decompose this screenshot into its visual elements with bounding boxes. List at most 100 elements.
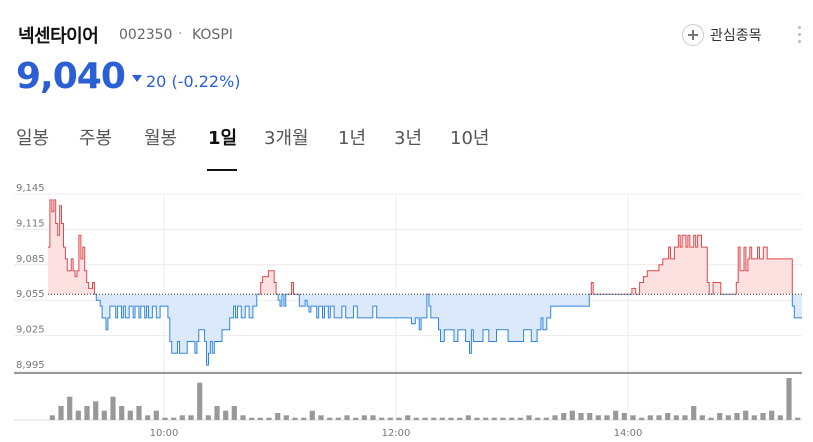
volume-bar [751, 415, 757, 420]
volume-bar [786, 378, 792, 420]
separator-dot: · [178, 26, 183, 42]
tab-3[interactable]: 1일 [208, 128, 238, 149]
volume-bar [405, 415, 411, 420]
price-line-down [93, 294, 802, 366]
volume-bar [101, 410, 107, 420]
volume-bar [500, 417, 506, 420]
y-tick-label: 9,025 [16, 325, 45, 336]
volume-bar [136, 406, 142, 420]
volume-bar [526, 415, 532, 420]
volume-bar [110, 396, 116, 420]
volume-bar [717, 413, 723, 420]
up-area [48, 199, 802, 295]
volume-bar [214, 406, 220, 420]
down-arrow-icon [132, 75, 142, 82]
tab-1[interactable]: 주봉 [79, 128, 113, 149]
volume-bar [483, 417, 489, 420]
volume-bar [309, 410, 315, 420]
stock-header: 넥센타이어 002350 · KOSPI 관심종목 [16, 18, 803, 48]
intraday-chart: 9,145 9,115 9,085 9,055 9,025 8,995 10:00 12:00… [14, 183, 802, 439]
volume-bar [699, 415, 705, 420]
volume-bar [93, 401, 99, 420]
price-change: 20 (-0.22%) [146, 72, 241, 91]
volume-bar [127, 410, 133, 420]
volume-bar [301, 417, 307, 420]
y-tick-label: 9,115 [16, 218, 45, 229]
volume-bar [353, 417, 359, 420]
change-percent: (-0.22%) [171, 72, 241, 91]
tab-2[interactable]: 월봉 [144, 128, 178, 149]
volume-bar [535, 417, 541, 420]
volume-bar [639, 417, 645, 420]
volume-bar [119, 406, 125, 420]
price-line-up [48, 199, 793, 295]
volume-bar [67, 396, 73, 420]
volume-bar [275, 413, 281, 420]
volume-bar [58, 406, 64, 420]
volume-bar [49, 415, 55, 420]
active-tab-indicator [207, 169, 237, 171]
volume-bar [231, 406, 237, 420]
tab-6[interactable]: 3년 [394, 128, 423, 149]
volume-bar [396, 417, 402, 420]
volume-bar [517, 417, 523, 420]
volume-bar [335, 417, 341, 420]
volume-bar [691, 406, 697, 420]
volume-bar [708, 417, 714, 420]
volume-bar [171, 417, 177, 420]
volume-bar [188, 415, 194, 420]
volume-bar [621, 413, 627, 420]
volume-bar [587, 413, 593, 420]
volume-bar [205, 415, 211, 420]
volume-bar [413, 417, 419, 420]
volume-bar [240, 415, 246, 420]
volume-bar [491, 417, 497, 420]
volume-bar [569, 410, 575, 420]
volume-bar [249, 417, 255, 420]
volume-bar [162, 417, 168, 420]
tab-5[interactable]: 1년 [338, 128, 367, 149]
volume-bar [656, 415, 662, 420]
volume-bar [578, 413, 584, 420]
volume-bar [361, 415, 367, 420]
volume-bar [647, 415, 653, 420]
tab-7[interactable]: 10년 [450, 128, 490, 149]
volume-bar [327, 417, 333, 420]
volume-bar [613, 410, 619, 420]
more-options-icon[interactable] [798, 26, 802, 46]
period-tabs: 일봉 주봉 월봉 1일 3개월 1년 3년 10년 [16, 124, 516, 172]
volume-bar [743, 410, 749, 420]
volume-bar [84, 406, 90, 420]
volume-bar [387, 417, 393, 420]
volume-bar [777, 415, 783, 420]
volume-bar [266, 417, 272, 420]
tab-0[interactable]: 일봉 [16, 128, 50, 149]
volume-bar [630, 415, 636, 420]
volume-bar [795, 417, 801, 420]
volume-bar [431, 417, 437, 420]
plus-icon [682, 24, 704, 46]
volume-bar [318, 415, 324, 420]
add-favorite-button[interactable]: 관심종목 [682, 22, 762, 48]
volume-bar [769, 410, 775, 420]
change-amount: 20 [146, 72, 167, 91]
x-tick-label: 14:00 [614, 428, 643, 439]
volume-bar [145, 415, 151, 420]
x-tick-label: 10:00 [150, 428, 179, 439]
volume-bar [344, 415, 350, 420]
volume-bar [682, 415, 688, 420]
volume-bar [474, 417, 480, 420]
market-label: KOSPI [192, 27, 233, 43]
volume-bar [673, 415, 679, 420]
y-tick-label: 9,145 [16, 183, 45, 194]
volume-bar [760, 413, 766, 420]
volume-bar [509, 417, 515, 420]
volume-bar [439, 417, 445, 420]
volume-bar [179, 415, 185, 420]
tab-4[interactable]: 3개월 [264, 128, 309, 149]
volume-bar [665, 413, 671, 420]
volume-bar [595, 415, 601, 420]
volume-bar [457, 417, 463, 420]
x-tick-label: 12:00 [382, 428, 411, 439]
volume-bar [543, 417, 549, 420]
